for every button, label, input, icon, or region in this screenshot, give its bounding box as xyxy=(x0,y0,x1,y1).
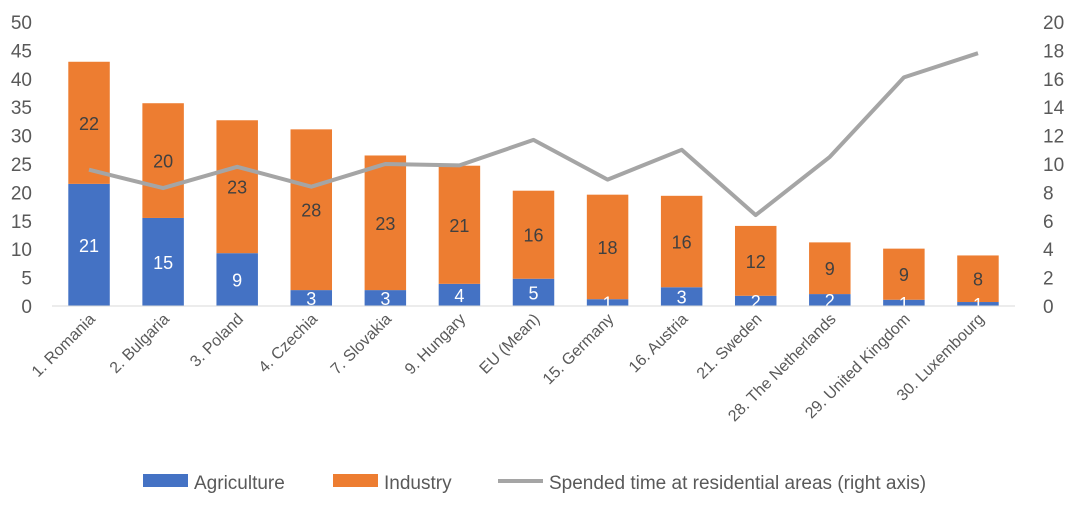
legend-swatch-agriculture xyxy=(143,474,188,487)
bar-industry xyxy=(290,129,333,291)
data-label-industry: 21 xyxy=(449,216,469,236)
data-label-agriculture: 5 xyxy=(528,283,538,303)
bar-industry xyxy=(883,248,925,300)
legend: Agriculture Industry Spended time at res… xyxy=(143,473,926,494)
data-label-industry: 16 xyxy=(672,233,692,253)
bar-industry xyxy=(586,194,629,300)
bar-agriculture xyxy=(512,278,555,306)
bar-agriculture xyxy=(586,299,629,306)
bar-industry xyxy=(68,61,110,184)
left-tick-label: 25 xyxy=(11,155,32,176)
category-label: 21. Sweden xyxy=(694,311,766,383)
right-tick-label: 20 xyxy=(1043,13,1064,34)
bar-industry xyxy=(438,165,481,284)
data-label-agriculture: 4 xyxy=(454,286,464,306)
data-label-agriculture: 1 xyxy=(973,295,983,315)
bar-industry xyxy=(364,155,407,291)
data-label-agriculture: 3 xyxy=(306,289,316,309)
bar-agriculture xyxy=(734,295,777,306)
left-tick-label: 20 xyxy=(11,183,32,204)
data-label-industry: 28 xyxy=(301,201,321,221)
left-tick-label: 30 xyxy=(11,127,32,148)
left-tick-label: 0 xyxy=(21,297,32,318)
data-label-agriculture: 1 xyxy=(899,294,909,314)
data-label-agriculture: 21 xyxy=(79,236,99,256)
bar-agriculture xyxy=(438,283,481,306)
left-tick-label: 10 xyxy=(11,240,32,261)
bar-agriculture xyxy=(68,183,110,306)
legend-swatch-industry xyxy=(333,474,378,487)
right-tick-label: 14 xyxy=(1043,98,1065,119)
category-label: EU (Mean) xyxy=(477,311,544,378)
legend-label-agriculture: Agriculture xyxy=(194,473,285,494)
data-label-agriculture: 2 xyxy=(751,292,761,312)
data-label-industry: 9 xyxy=(899,265,909,285)
right-tick-label: 4 xyxy=(1043,240,1054,261)
bar-industry xyxy=(660,195,703,288)
right-axis: 0 2 4 6 8 10 12 14 16 18 20 xyxy=(1043,13,1065,318)
data-label-agriculture: 15 xyxy=(153,253,173,273)
category-label: 9. Hungary xyxy=(402,311,469,378)
left-tick-label: 15 xyxy=(11,212,32,233)
bars xyxy=(68,61,999,306)
category-label: 4. Czechia xyxy=(256,311,322,377)
category-label: 16. Austria xyxy=(626,311,692,377)
data-label-industry: 9 xyxy=(825,259,835,279)
data-label-industry: 20 xyxy=(153,152,173,172)
bar-agriculture xyxy=(660,287,703,306)
bar-industry xyxy=(809,242,851,295)
left-tick-label: 40 xyxy=(11,70,32,91)
right-tick-label: 16 xyxy=(1043,70,1064,91)
bar-industry xyxy=(512,190,555,279)
left-tick-label: 5 xyxy=(21,269,32,290)
left-tick-label: 35 xyxy=(11,98,32,119)
bar-industry xyxy=(216,120,258,254)
right-tick-label: 0 xyxy=(1043,297,1054,318)
data-label-industry: 23 xyxy=(375,214,395,234)
right-tick-label: 18 xyxy=(1043,41,1064,62)
data-label-agriculture: 9 xyxy=(232,271,242,291)
left-axis: 0 5 10 15 20 25 30 35 40 45 50 xyxy=(11,13,32,318)
line-series xyxy=(88,51,979,218)
right-tick-label: 12 xyxy=(1043,127,1064,148)
bar-agriculture xyxy=(883,299,925,306)
bar-agriculture xyxy=(142,217,184,306)
data-label-agriculture: 3 xyxy=(677,288,687,308)
bar-agriculture xyxy=(957,302,999,306)
bar-industry xyxy=(142,103,184,218)
bar-industry xyxy=(957,255,999,303)
right-tick-label: 2 xyxy=(1043,269,1054,290)
left-tick-label: 50 xyxy=(11,13,32,34)
category-labels: 1. Romania 2. Bulgaria 3. Poland 4. Czechia… xyxy=(29,311,988,425)
category-label: 2. Bulgaria xyxy=(107,311,173,377)
bar-agriculture xyxy=(216,253,258,306)
data-label-industry: 18 xyxy=(598,238,618,258)
left-tick-label: 45 xyxy=(11,41,32,62)
category-label: 1. Romania xyxy=(29,311,99,381)
right-tick-label: 6 xyxy=(1043,212,1054,233)
bar-agriculture xyxy=(809,294,851,306)
line-residential-time xyxy=(88,51,979,218)
legend-label-residential: Spended time at residential areas (right… xyxy=(549,473,926,494)
category-label: 3. Poland xyxy=(187,311,247,371)
data-label-agriculture: 1 xyxy=(603,294,613,314)
right-tick-label: 10 xyxy=(1043,155,1064,176)
right-tick-label: 8 xyxy=(1043,183,1054,204)
category-label: 7. Slovakia xyxy=(328,311,395,378)
bar-agriculture xyxy=(364,290,407,306)
data-label-industry: 22 xyxy=(79,114,99,134)
category-label: 15. Germany xyxy=(540,311,617,388)
data-label-agriculture: 3 xyxy=(380,289,390,309)
data-label-industry: 23 xyxy=(227,178,247,198)
data-label-industry: 12 xyxy=(746,252,766,272)
bar-industry xyxy=(734,225,777,296)
legend-label-industry: Industry xyxy=(384,473,452,494)
data-label-agriculture: 2 xyxy=(825,291,835,311)
bar-agriculture xyxy=(290,290,333,306)
data-label-industry: 8 xyxy=(973,270,983,290)
data-label-industry: 16 xyxy=(523,226,543,246)
